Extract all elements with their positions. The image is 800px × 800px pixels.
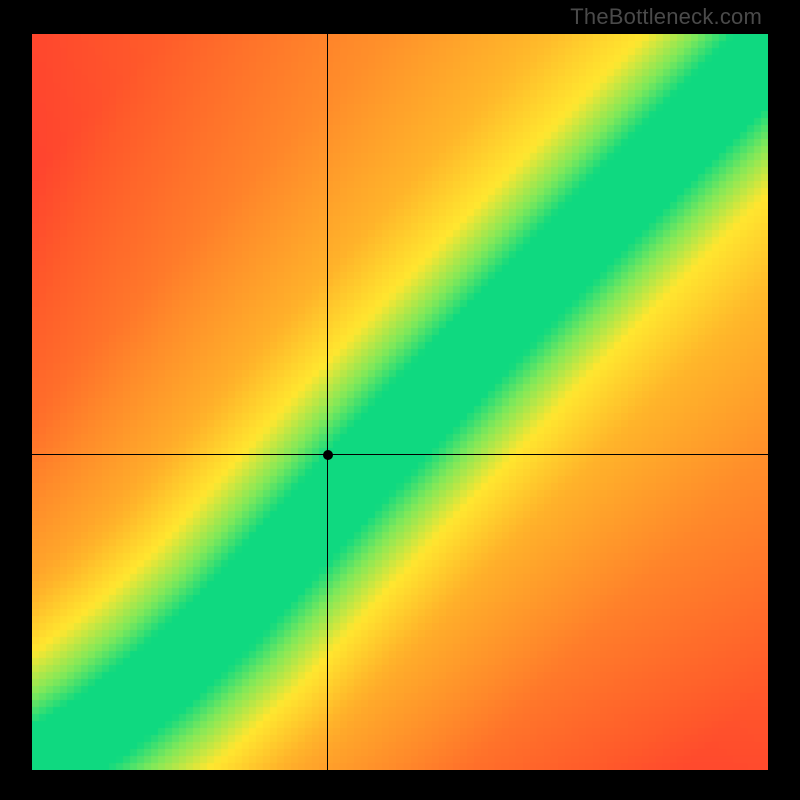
bottleneck-heatmap: [32, 34, 768, 770]
crosshair-horizontal: [32, 454, 768, 455]
crosshair-marker: [323, 450, 333, 460]
crosshair-vertical: [327, 34, 328, 770]
heatmap-canvas: [32, 34, 768, 770]
attribution-text: TheBottleneck.com: [570, 4, 762, 30]
